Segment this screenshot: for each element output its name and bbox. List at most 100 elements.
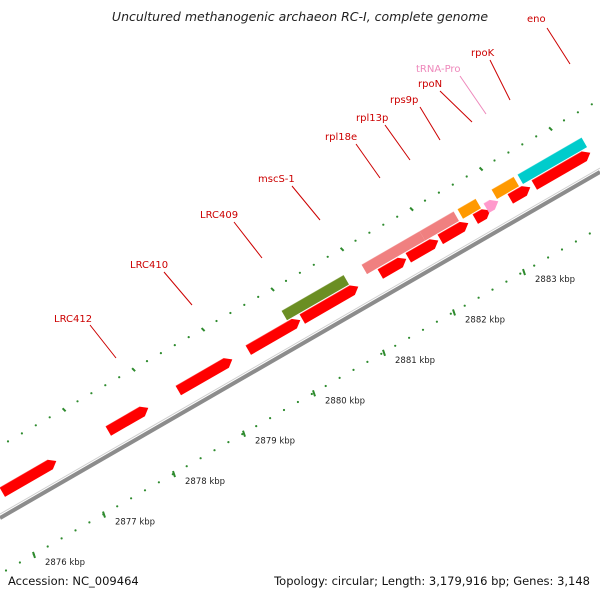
- gene-block-11-bevel: [531, 150, 582, 181]
- guide-tick: [200, 327, 206, 332]
- scale-dot: [435, 320, 438, 323]
- scale-tick-mark: [382, 349, 386, 357]
- scale-tick-mark: [522, 268, 526, 276]
- gene-label-rpl18e: rpl18e: [325, 132, 357, 143]
- guide-dot: [215, 319, 218, 323]
- gene-block-9-shape: [472, 209, 491, 224]
- gene-block-1-shape: [0, 459, 57, 497]
- gene-label-mscs-1: mscS-1: [258, 174, 295, 185]
- scale-dot: [394, 344, 397, 347]
- scale-ruler: 2876 kbp 2877 kbp 2878 kbp 2879 kbp 2880 kbp…: [4, 232, 591, 572]
- gene-block-8-shape: [437, 221, 469, 245]
- guide-dot: [465, 175, 468, 178]
- guide-dot: [535, 135, 538, 138]
- guide-dot: [34, 424, 37, 427]
- accession-label: Accession: NC_009464: [8, 574, 139, 588]
- gene-label-rps9p: rps9p: [390, 95, 418, 106]
- gene-block-4: [245, 318, 301, 355]
- guide-dot: [562, 119, 566, 122]
- guide-tick: [339, 247, 345, 252]
- scale-dot: [366, 360, 369, 363]
- scale-dot: [449, 312, 452, 315]
- scale-dot: [310, 392, 313, 396]
- scale-tick-label: 2880 kbp: [325, 396, 365, 406]
- gene-block-10: [507, 185, 531, 204]
- guide-dot: [590, 103, 593, 106]
- scale-dot: [588, 232, 591, 235]
- scale-dot: [282, 408, 286, 412]
- gene-block-6: [377, 257, 407, 279]
- scale-dot: [130, 497, 133, 500]
- gene-block-1: [0, 459, 57, 497]
- scale-dot: [46, 545, 49, 548]
- gene-rpl13p-bevel: [361, 230, 420, 266]
- gene-label-rpon: rpoN: [418, 79, 442, 90]
- gene-block-1-bevel: [0, 459, 48, 488]
- scale-dot: [269, 417, 272, 420]
- guide-dot: [576, 111, 580, 114]
- scale-tick-mark: [102, 511, 106, 518]
- gene-block-2-shape: [105, 406, 149, 436]
- gene-rpoK: [491, 176, 519, 199]
- guide-dot: [257, 295, 260, 298]
- scale-dot: [380, 352, 383, 355]
- scale-dot: [116, 505, 119, 508]
- gene-block-10-shape: [507, 186, 531, 204]
- scale-dot: [227, 441, 230, 444]
- guide-tick: [61, 407, 67, 412]
- scale-tick-mark: [312, 389, 316, 397]
- scale-dot: [491, 288, 494, 291]
- scale-dot: [143, 489, 147, 492]
- scale-tick-mark: [242, 430, 246, 438]
- leader-line-lrc410: [163, 271, 193, 306]
- gene-block-5-bevel: [299, 284, 350, 315]
- gene-rpoN: [457, 198, 481, 219]
- scale-dot: [157, 481, 160, 484]
- guide-tick: [409, 206, 414, 212]
- gene-eno: [517, 137, 587, 184]
- gene-label-rpok: rpoK: [471, 48, 495, 59]
- guide-dot: [90, 392, 93, 395]
- guide-tick: [131, 367, 136, 372]
- scale-dot: [574, 240, 578, 243]
- scale-dot: [352, 368, 355, 371]
- scale-dot: [533, 264, 536, 267]
- gene-block-10-bevel: [507, 185, 522, 195]
- trna-pro-feature-shape: [483, 199, 499, 213]
- genome-summary: Topology: circular; Length: 3,179,916 bp…: [274, 574, 590, 588]
- gene-block-3: [175, 357, 233, 396]
- scale-dot: [213, 449, 216, 452]
- scale-dot: [241, 433, 244, 436]
- scale-dot: [185, 465, 188, 468]
- gene-mscS-1-bevel: [281, 274, 344, 312]
- scale-dot: [519, 272, 522, 275]
- guide-dot: [354, 239, 357, 242]
- guide-dot: [368, 231, 371, 234]
- gene-rpoK-shape: [491, 176, 519, 199]
- scale-dot: [547, 256, 550, 259]
- guide-dot: [145, 360, 149, 363]
- gene-rpl13p-shape: [361, 231, 425, 275]
- gene-label-lrc410: LRC410: [130, 260, 168, 271]
- gene-block-3-shape: [175, 358, 233, 396]
- map-title: Uncultured methanogenic archaeon RC-I, c…: [111, 9, 489, 24]
- guide-dot: [187, 336, 190, 339]
- scale-dot: [408, 336, 411, 339]
- gene-block-7: [405, 238, 439, 263]
- guide-dot: [451, 183, 454, 186]
- guide-dot: [382, 223, 385, 226]
- guide-tick: [548, 126, 553, 132]
- scale-tick-mark: [172, 470, 176, 478]
- scale-tick-label: 2881 kbp: [395, 356, 435, 366]
- leader-line-eno: [546, 27, 571, 65]
- guide-dot: [76, 400, 79, 403]
- gene-block-5-shape: [299, 285, 359, 324]
- gene-block-2: [105, 406, 149, 436]
- guide-dot: [521, 143, 524, 146]
- gene-label-lrc412: LRC412: [54, 314, 92, 325]
- leader-line-rpok: [489, 59, 511, 101]
- scale-dot: [477, 296, 480, 299]
- leader-line-rpl13p: [384, 124, 411, 161]
- gene-block-7-bevel: [405, 238, 430, 254]
